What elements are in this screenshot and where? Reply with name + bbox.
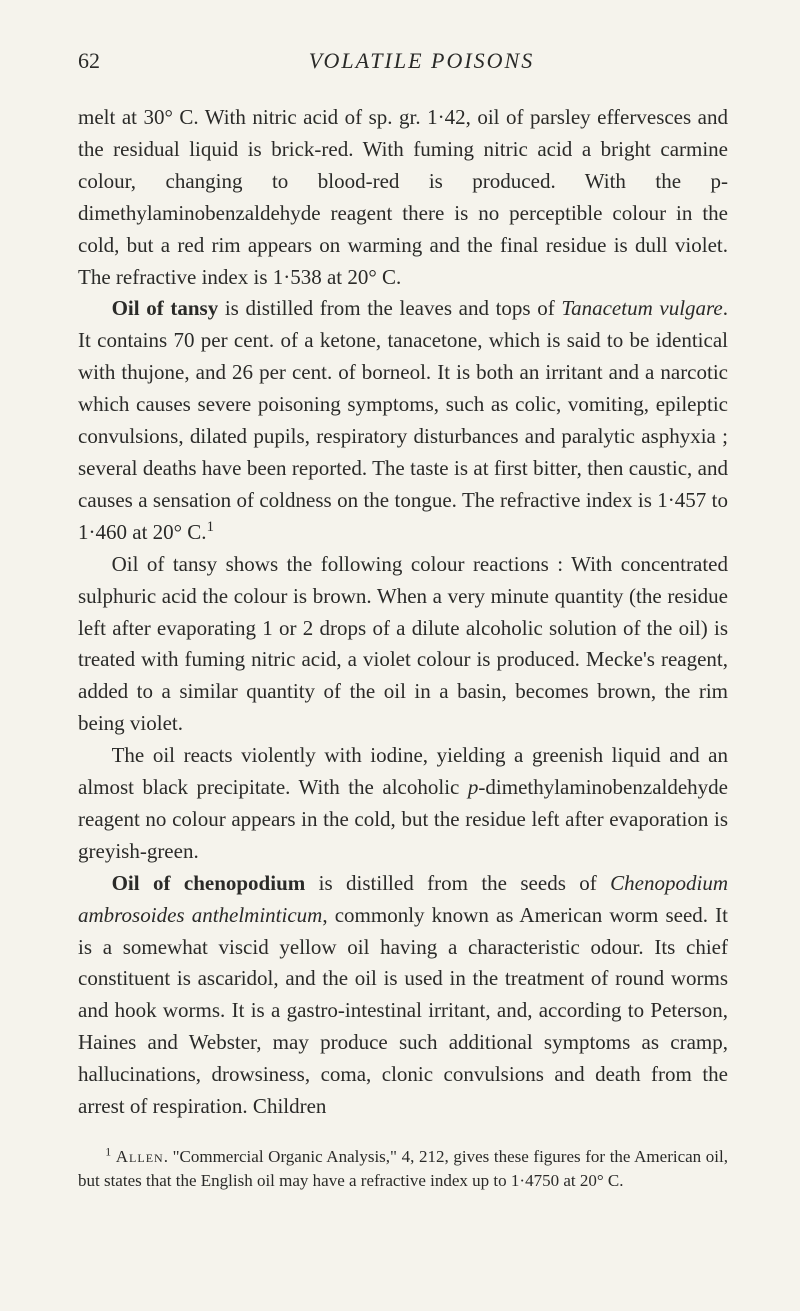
page-number: 62: [78, 48, 100, 74]
paragraph-1: melt at 30° C. With nitric acid of sp. g…: [78, 102, 728, 293]
paragraph-5-text-b: , commonly known as American worm seed. …: [78, 903, 728, 1118]
paragraph-2: Oil of tansy is distilled from the leave…: [78, 293, 728, 548]
paragraph-4-italic: p: [468, 775, 479, 799]
paragraph-1-text: melt at 30° C. With nitric acid of sp. g…: [78, 105, 728, 289]
paragraph-2-lead: Oil of tansy: [112, 296, 219, 320]
paragraph-2-italic-a: Tanacetum vulgare: [561, 296, 722, 320]
paragraph-3-text: Oil of tansy shows the following colour …: [78, 552, 728, 736]
paragraph-3: Oil of tansy shows the following colour …: [78, 549, 728, 740]
body-text: melt at 30° C. With nitric acid of sp. g…: [78, 102, 728, 1123]
running-title: VOLATILE POISONS: [220, 48, 623, 74]
footnote-author: Allen: [116, 1147, 164, 1166]
paragraph-2-text-b: . It contains 70 per cent. of a ketone, …: [78, 296, 728, 543]
page-header: 62 VOLATILE POISONS: [78, 48, 728, 74]
paragraph-2-text-a: is distilled from the leaves and tops of: [218, 296, 561, 320]
paragraph-5-text-a: is distilled from the seeds of: [305, 871, 610, 895]
paragraph-4: The oil reacts violently with iodine, yi…: [78, 740, 728, 868]
footnote-1: 1 Allen. "Commercial Organic Analysis," …: [78, 1145, 728, 1193]
paragraph-5-lead: Oil of chenopodium: [112, 871, 306, 895]
page-container: 62 VOLATILE POISONS melt at 30° C. With …: [0, 0, 800, 1241]
paragraph-5: Oil of chenopodium is distilled from the…: [78, 868, 728, 1123]
footnote-text: . "Commercial Organic Analysis," 4, 212,…: [78, 1147, 728, 1190]
footnote-ref-1: 1: [207, 519, 214, 535]
